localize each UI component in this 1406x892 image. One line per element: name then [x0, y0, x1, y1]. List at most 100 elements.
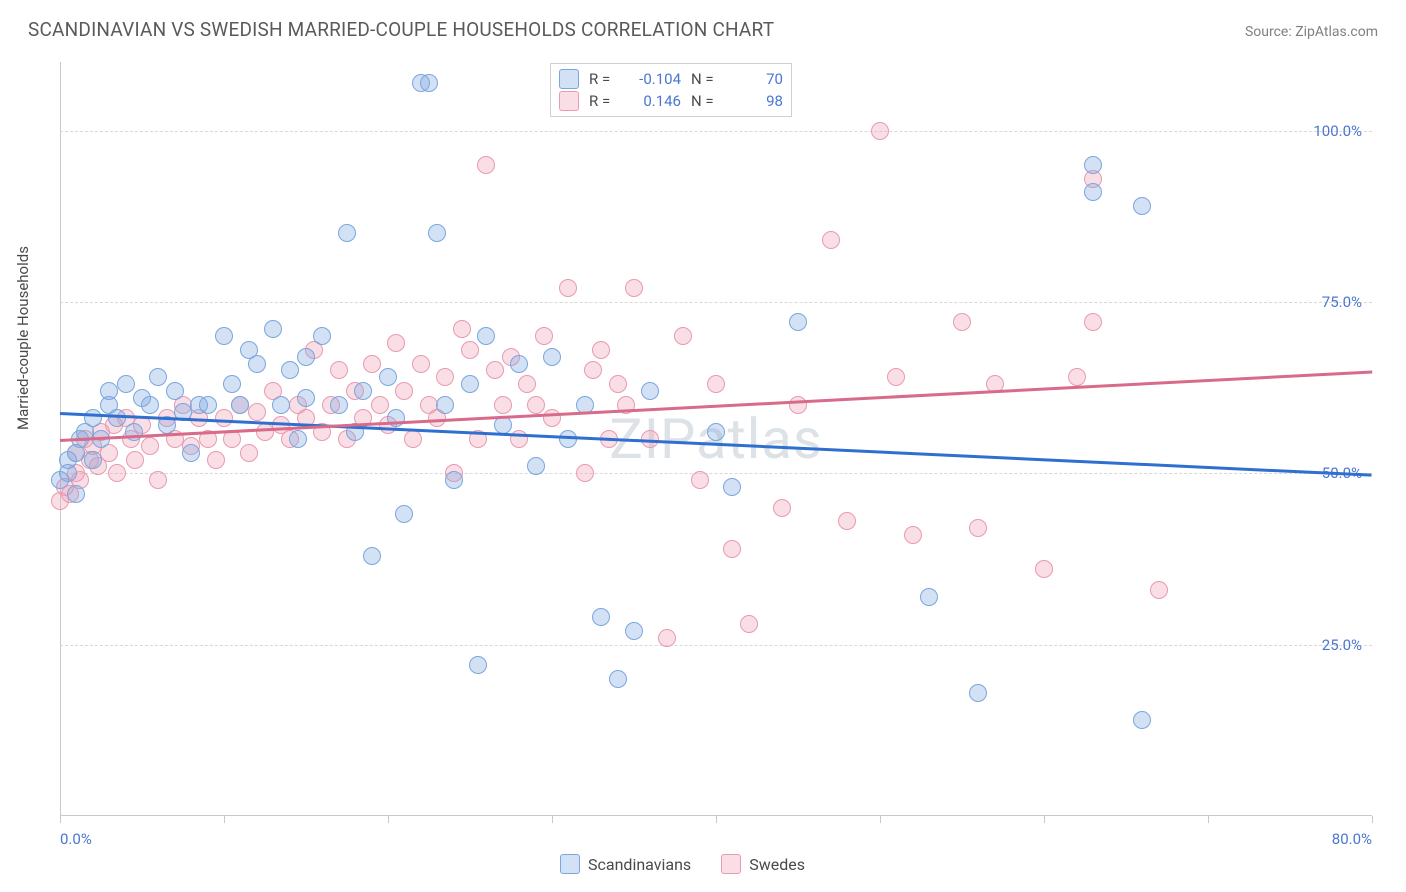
data-point-scandinavians: [289, 430, 307, 448]
data-point-swedes: [108, 464, 126, 482]
data-point-scandinavians: [84, 409, 102, 427]
data-point-swedes: [1035, 560, 1053, 578]
x-tick: [224, 816, 225, 823]
x-tick: [552, 816, 553, 823]
n-label: N =: [691, 90, 719, 112]
data-point-scandinavians: [469, 656, 487, 674]
chart-title: SCANDINAVIAN VS SWEDISH MARRIED-COUPLE H…: [28, 18, 774, 41]
r-label: R =: [589, 90, 617, 112]
data-point-scandinavians: [264, 320, 282, 338]
n-label: N =: [691, 68, 719, 90]
data-point-scandinavians: [166, 382, 184, 400]
data-point-scandinavians: [428, 224, 446, 242]
legend-row-swedes: R = 0.146 N = 98: [559, 90, 783, 112]
data-point-scandinavians: [379, 368, 397, 386]
data-point-scandinavians: [461, 375, 479, 393]
data-point-scandinavians: [543, 348, 561, 366]
data-point-scandinavians: [625, 622, 643, 640]
data-point-scandinavians: [100, 382, 118, 400]
data-point-swedes: [584, 361, 602, 379]
x-tick: [880, 816, 881, 823]
data-point-swedes: [592, 341, 610, 359]
data-point-scandinavians: [108, 409, 126, 427]
data-point-scandinavians: [527, 457, 545, 475]
data-point-scandinavians: [789, 313, 807, 331]
y-tick-label: 75.0%: [1322, 293, 1362, 311]
data-point-scandinavians: [707, 423, 725, 441]
x-tick: [388, 816, 389, 823]
data-point-swedes: [609, 375, 627, 393]
source-label: Source: ZipAtlas.com: [1245, 24, 1378, 40]
data-point-scandinavians: [420, 74, 438, 92]
data-point-swedes: [518, 375, 536, 393]
data-point-swedes: [740, 615, 758, 633]
data-point-swedes: [387, 334, 405, 352]
y-tick-label: 100.0%: [1313, 122, 1362, 140]
gridline: [60, 645, 1372, 646]
data-point-scandinavians: [84, 451, 102, 469]
data-point-swedes: [658, 629, 676, 647]
data-point-swedes: [789, 396, 807, 414]
data-point-swedes: [871, 122, 889, 140]
data-point-scandinavians: [199, 396, 217, 414]
data-point-swedes: [486, 361, 504, 379]
swatch-scandinavians-icon: [559, 69, 579, 89]
data-point-scandinavians: [920, 588, 938, 606]
data-point-swedes: [141, 437, 159, 455]
data-point-swedes: [625, 279, 643, 297]
data-point-scandinavians: [445, 471, 463, 489]
data-point-swedes: [363, 355, 381, 373]
data-point-swedes: [207, 451, 225, 469]
data-point-swedes: [453, 320, 471, 338]
data-point-swedes: [149, 471, 167, 489]
gridline: [60, 302, 1372, 303]
data-point-swedes: [436, 368, 454, 386]
data-point-scandinavians: [395, 505, 413, 523]
data-point-scandinavians: [354, 382, 372, 400]
data-point-scandinavians: [1084, 156, 1102, 174]
data-point-swedes: [1084, 313, 1102, 331]
data-point-scandinavians: [559, 430, 577, 448]
data-point-scandinavians: [272, 396, 290, 414]
r-value-swedes: 0.146: [627, 90, 681, 112]
data-point-swedes: [371, 396, 389, 414]
data-point-scandinavians: [67, 485, 85, 503]
y-axis-label: Married-couple Households: [14, 246, 32, 430]
data-point-swedes: [887, 368, 905, 386]
n-value-swedes: 98: [729, 90, 783, 112]
data-point-swedes: [773, 499, 791, 517]
data-point-swedes: [969, 519, 987, 537]
data-point-swedes: [527, 396, 545, 414]
swatch-swedes-icon: [721, 854, 741, 874]
data-point-swedes: [412, 355, 430, 373]
data-point-scandinavians: [281, 361, 299, 379]
data-point-swedes: [576, 464, 594, 482]
data-point-swedes: [461, 341, 479, 359]
data-point-swedes: [691, 471, 709, 489]
data-point-swedes: [838, 512, 856, 530]
data-point-scandinavians: [149, 368, 167, 386]
legend-label-scandinavians: Scandinavians: [588, 855, 691, 874]
scatter-plot: ZIPatlas R = -0.104 N = 70 R = 0.146 N =…: [60, 62, 1372, 816]
swatch-scandinavians-icon: [560, 854, 580, 874]
data-point-scandinavians: [297, 389, 315, 407]
data-point-scandinavians: [297, 348, 315, 366]
legend-item-scandinavians: Scandinavians: [560, 854, 691, 874]
correlation-legend: R = -0.104 N = 70 R = 0.146 N = 98: [550, 63, 792, 117]
data-point-swedes: [256, 423, 274, 441]
data-point-scandinavians: [387, 409, 405, 427]
x-tick: [1208, 816, 1209, 823]
data-point-scandinavians: [215, 327, 233, 345]
x-tick: [1044, 816, 1045, 823]
series-legend: Scandinavians Swedes: [560, 854, 805, 874]
data-point-swedes: [494, 396, 512, 414]
data-point-swedes: [822, 231, 840, 249]
data-point-swedes: [126, 451, 144, 469]
x-tick-label: 80.0%: [1332, 830, 1372, 848]
data-point-swedes: [1068, 368, 1086, 386]
data-point-scandinavians: [1084, 183, 1102, 201]
data-point-scandinavians: [223, 375, 241, 393]
regression-line-scandinavians: [60, 412, 1372, 476]
data-point-swedes: [904, 526, 922, 544]
data-point-swedes: [707, 375, 725, 393]
